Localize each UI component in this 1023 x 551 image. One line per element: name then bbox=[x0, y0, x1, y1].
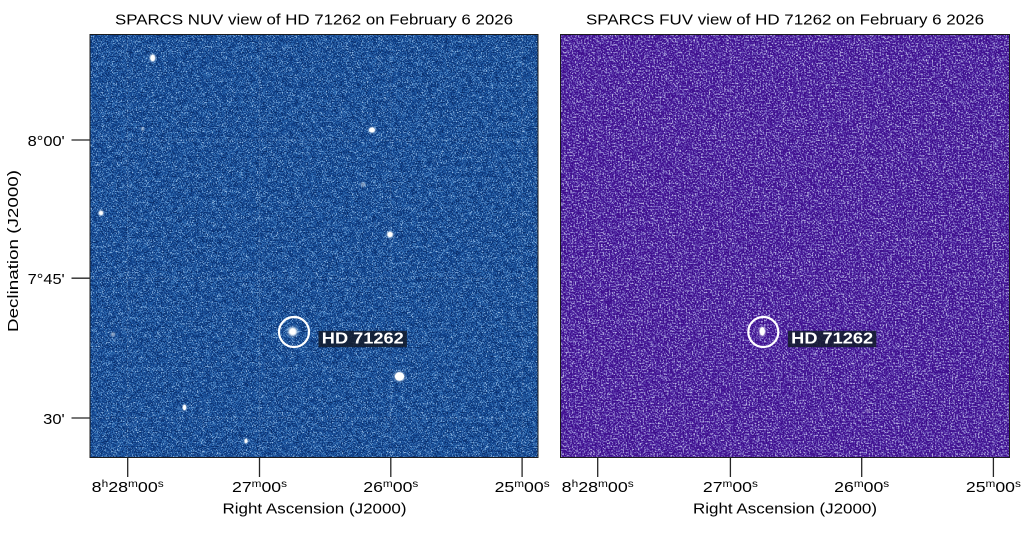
svg-text:Right Ascension (J2000): Right Ascension (J2000) bbox=[223, 502, 407, 518]
svg-text:7°45': 7°45' bbox=[28, 271, 65, 288]
svg-text:8°00': 8°00' bbox=[28, 133, 65, 150]
svg-text:Declination (J2000): Declination (J2000) bbox=[6, 170, 22, 332]
svg-text:SPARCS NUV view of HD 71262 on: SPARCS NUV view of HD 71262 on February … bbox=[115, 12, 513, 28]
svg-text:Right Ascension (J2000): Right Ascension (J2000) bbox=[693, 502, 877, 518]
svg-text:SPARCS FUV view of HD 71262 on: SPARCS FUV view of HD 71262 on February … bbox=[586, 12, 984, 28]
svg-text:HD 71262: HD 71262 bbox=[791, 331, 873, 348]
svg-text:HD 71262: HD 71262 bbox=[322, 331, 404, 348]
svg-text:30': 30' bbox=[43, 411, 65, 428]
